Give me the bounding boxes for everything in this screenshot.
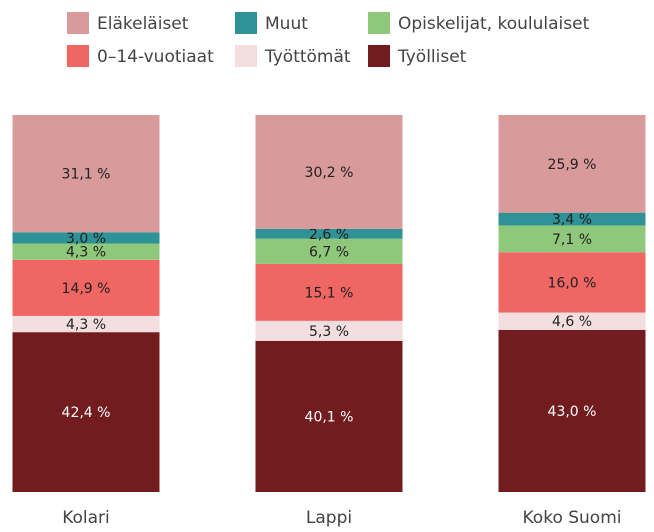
data-label: 4,3 % <box>66 245 106 261</box>
legend-swatch <box>67 12 89 34</box>
bar-segment <box>255 340 403 492</box>
legend-swatch <box>235 12 257 34</box>
x-tick-label: Koko Suomi <box>523 508 622 528</box>
data-label: 31,1 % <box>62 167 111 183</box>
data-label: 3,4 % <box>552 212 592 228</box>
data-label: 4,6 % <box>552 314 592 330</box>
legend-swatch <box>235 45 257 67</box>
data-label: 40,1 % <box>305 409 354 425</box>
bar-segment <box>12 232 160 244</box>
data-label: 42,4 % <box>62 405 111 421</box>
bar-segment <box>498 212 646 226</box>
data-label: 43,0 % <box>548 404 597 420</box>
legend-label: Eläkeläiset <box>97 14 189 34</box>
data-label: 7,1 % <box>552 232 592 248</box>
bar-segment <box>12 243 160 260</box>
bar-segment <box>255 263 403 321</box>
data-label: 15,1 % <box>305 285 354 301</box>
legend-label: 0–14-vuotiaat <box>97 47 214 67</box>
bar-segment <box>255 320 403 341</box>
bar-segment <box>255 238 403 264</box>
legend-swatch <box>67 45 89 67</box>
data-label: 16,0 % <box>548 275 597 291</box>
data-label: 4,3 % <box>66 317 106 333</box>
bar-segment <box>12 259 160 316</box>
bar-segment <box>12 332 160 492</box>
bar-segment <box>255 228 403 239</box>
bar-segment <box>498 252 646 313</box>
bar-segment <box>498 225 646 253</box>
data-label: 14,9 % <box>62 281 111 297</box>
bar-segment <box>255 115 403 229</box>
data-label: 2,6 % <box>309 227 349 243</box>
x-tick-label: Lappi <box>306 508 352 528</box>
data-label: 6,7 % <box>309 244 349 260</box>
legend-swatch <box>368 45 390 67</box>
x-tick-label: Kolari <box>62 508 110 528</box>
legend-label: Muut <box>265 14 308 34</box>
data-label: 3,0 % <box>66 231 106 247</box>
bar-segment <box>12 115 160 233</box>
legend-label: Työlliset <box>397 47 467 67</box>
bar-segment <box>498 312 646 330</box>
data-label: 30,2 % <box>305 165 354 181</box>
data-label: 5,3 % <box>309 324 349 340</box>
bar-segment <box>12 315 160 333</box>
legend-label: Opiskelijat, koululaiset <box>398 14 590 34</box>
bar-segment <box>498 115 646 213</box>
bar-segment <box>498 329 646 492</box>
data-label: 25,9 % <box>548 157 597 173</box>
legend-swatch <box>368 12 390 34</box>
legend-label: Työttömät <box>264 47 351 67</box>
